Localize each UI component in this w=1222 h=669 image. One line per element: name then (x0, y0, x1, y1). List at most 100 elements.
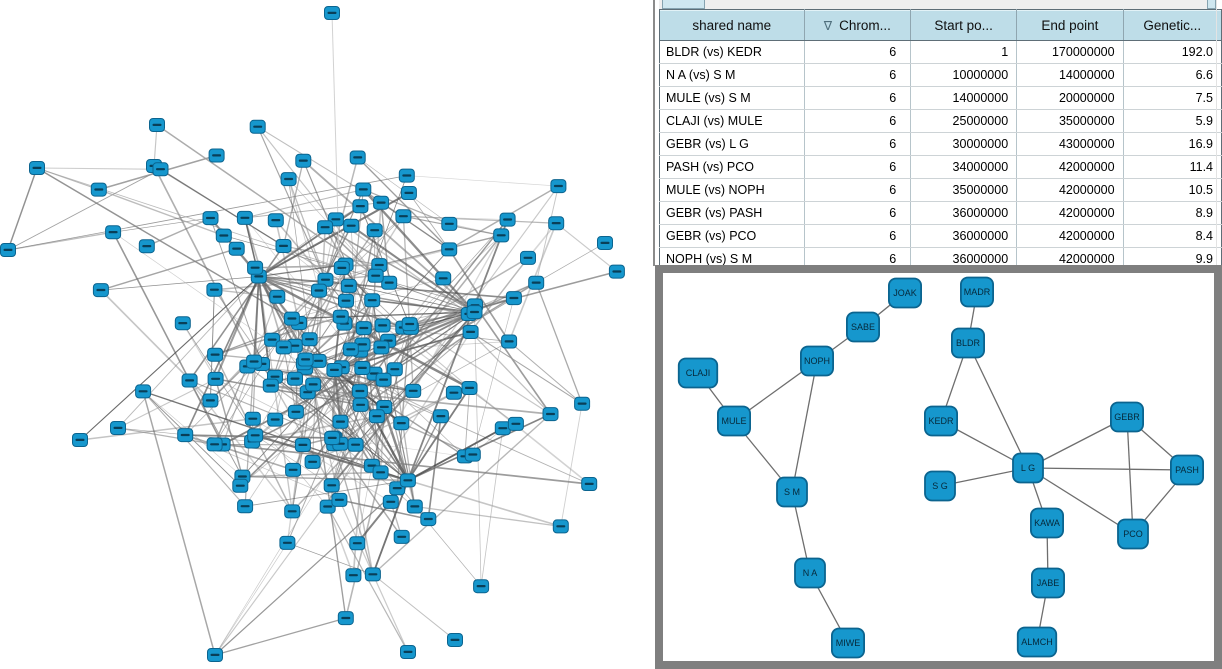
overview-node[interactable] (332, 414, 349, 429)
cell-genetic-distance[interactable]: 8.4 (1123, 224, 1222, 248)
overview-node[interactable] (401, 317, 418, 332)
overview-edge[interactable] (100, 248, 237, 291)
overview-node[interactable] (267, 213, 284, 228)
overview-node[interactable] (400, 186, 417, 200)
overview-edge[interactable] (146, 217, 211, 247)
overview-edge[interactable] (372, 480, 409, 575)
table-row[interactable]: PASH (vs) PCO 6 34000000 42000000 11.4 (659, 155, 1222, 179)
overview-node[interactable] (287, 404, 304, 419)
subnetwork-edge[interactable] (1126, 416, 1134, 535)
overview-node[interactable] (340, 278, 357, 293)
overview-edge[interactable] (403, 215, 557, 224)
overview-edge[interactable] (288, 178, 327, 281)
cell-shared-name[interactable]: MULE (vs) NOPH (659, 178, 805, 202)
cell-end-point[interactable]: 14000000 (1016, 63, 1124, 87)
subnetwork-edge[interactable] (1027, 467, 1188, 471)
overview-edge[interactable] (214, 378, 244, 477)
overview-node[interactable] (342, 342, 359, 357)
subnetwork-node[interactable]: JABE (1031, 567, 1066, 599)
overview-node[interactable] (608, 264, 625, 279)
cell-shared-name[interactable]: PASH (vs) PCO (659, 155, 805, 179)
overview-edge[interactable] (335, 218, 470, 315)
overview-edge[interactable] (153, 165, 255, 362)
subnetwork-node[interactable]: S M (776, 476, 808, 508)
overview-node[interactable] (349, 150, 366, 165)
overview-node[interactable] (542, 407, 559, 422)
node-shape[interactable] (1117, 518, 1149, 550)
overview-node[interactable] (275, 340, 292, 355)
node-shape[interactable] (677, 357, 719, 389)
cell-shared-name[interactable]: GEBR (vs) PCO (659, 224, 805, 248)
node-shape[interactable] (924, 470, 956, 502)
cell-genetic-distance[interactable]: 7.5 (1123, 86, 1222, 110)
overview-edge[interactable] (36, 167, 161, 170)
overview-node[interactable] (206, 282, 223, 297)
subnetwork-node[interactable]: MADR (960, 276, 995, 308)
overview-node[interactable] (399, 473, 416, 488)
overview-edge[interactable] (142, 391, 246, 507)
overview-edge[interactable] (112, 231, 378, 417)
overview-node[interactable] (181, 373, 198, 388)
table-row[interactable]: N A (vs) S M 6 10000000 14000000 6.6 (659, 63, 1222, 87)
overview-node[interactable] (202, 211, 219, 226)
overview-node[interactable] (373, 340, 390, 355)
overview-node[interactable] (232, 478, 249, 493)
overview-node[interactable] (247, 428, 264, 443)
overview-edge[interactable] (302, 160, 382, 348)
overview-node[interactable] (337, 611, 354, 626)
overview-edge[interactable] (160, 168, 284, 247)
overview-edge[interactable] (7, 167, 38, 251)
cell-start-position[interactable]: 35000000 (910, 178, 1018, 202)
overview-edge[interactable] (470, 257, 529, 333)
subnetwork-canvas[interactable]: JOAK MADR SABE BLDR NOPH CLAJI GEBR MULE KEDR L G… (663, 273, 1214, 661)
overview-node[interactable] (395, 209, 412, 224)
overview-edge[interactable] (371, 300, 416, 507)
overview-edge[interactable] (255, 435, 332, 486)
overview-edge[interactable] (245, 479, 408, 507)
table-row[interactable]: MULE (vs) S M 6 14000000 20000000 7.5 (659, 86, 1222, 110)
overview-node[interactable] (294, 438, 311, 452)
cell-chromosome[interactable]: 6 (804, 109, 912, 133)
overview-node[interactable] (249, 119, 266, 134)
cell-shared-name[interactable]: BLDR (vs) KEDR (659, 40, 805, 64)
overview-edge[interactable] (258, 263, 346, 278)
overview-node[interactable] (284, 504, 301, 519)
overview-node[interactable] (520, 250, 536, 265)
table-scrollbar-track[interactable] (1216, 0, 1217, 265)
overview-node[interactable] (247, 260, 264, 275)
overview-node[interactable] (364, 567, 381, 582)
overview-node[interactable] (528, 275, 545, 290)
node-shape[interactable] (831, 627, 866, 659)
cell-shared-name[interactable]: N A (vs) S M (659, 63, 805, 87)
overview-node[interactable] (311, 283, 327, 298)
overview-node[interactable] (110, 421, 126, 435)
overview-edge[interactable] (298, 322, 341, 501)
subnetwork-node[interactable]: L G (1012, 452, 1044, 484)
overview-node[interactable] (507, 416, 524, 431)
node-shape[interactable] (1012, 452, 1044, 484)
overview-edge[interactable] (213, 366, 248, 445)
overview-edge[interactable] (344, 323, 510, 342)
column-header-chrom[interactable]: ∇ Chrom... (804, 9, 912, 41)
cell-shared-name[interactable]: CLAJI (vs) MULE (659, 109, 805, 133)
subnetwork-edge[interactable] (791, 360, 818, 493)
overview-node[interactable] (236, 210, 253, 225)
cell-start-position[interactable]: 14000000 (910, 86, 1018, 110)
scroll-strip-right[interactable] (1207, 0, 1216, 9)
overview-edge[interactable] (383, 379, 466, 457)
overview-node[interactable] (0, 243, 16, 257)
node-shape[interactable] (1016, 626, 1058, 658)
overview-node[interactable] (250, 269, 267, 284)
cell-end-point[interactable]: 170000000 (1016, 40, 1124, 64)
overview-node[interactable] (574, 396, 591, 411)
node-shape[interactable] (1031, 567, 1066, 599)
node-shape[interactable] (951, 327, 986, 359)
overview-edge[interactable] (333, 369, 374, 575)
overview-node[interactable] (349, 536, 366, 551)
overview-edge[interactable] (535, 282, 583, 404)
overview-edge[interactable] (79, 276, 260, 441)
overview-node[interactable] (105, 225, 122, 240)
table-row[interactable]: BLDR (vs) KEDR 6 1 170000000 192.0 (659, 40, 1222, 64)
overview-node[interactable] (381, 275, 398, 290)
overview-edge[interactable] (535, 185, 559, 283)
